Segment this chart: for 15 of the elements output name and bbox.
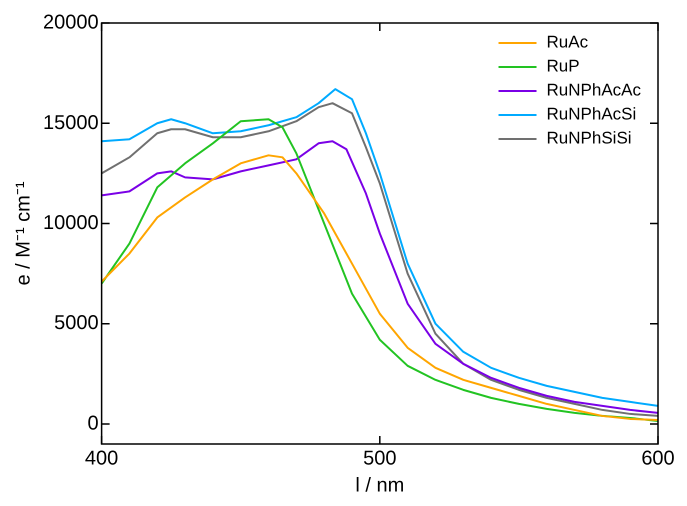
y-tick-label: 5000 — [54, 312, 99, 334]
legend-label: RuNPhAcSi — [546, 104, 636, 124]
y-tick-label: 10000 — [42, 212, 99, 234]
y-tick-label: 0 — [87, 412, 99, 434]
y-tick-label: 15000 — [42, 112, 99, 134]
legend-label: RuNPhSiSi — [546, 128, 632, 148]
y-tick-label: 20000 — [42, 12, 99, 34]
x-tick-label: 500 — [363, 448, 396, 470]
x-axis-title: l / nm — [355, 474, 404, 497]
legend-label: RuNPhAcAc — [546, 80, 642, 100]
y-axis-title: e / M⁻¹ cm⁻¹ — [12, 181, 35, 286]
x-tick-label: 600 — [641, 448, 675, 470]
legend-label: RuAc — [546, 32, 589, 52]
x-tick-label: 400 — [84, 448, 118, 470]
legend-label: RuP — [546, 56, 580, 76]
